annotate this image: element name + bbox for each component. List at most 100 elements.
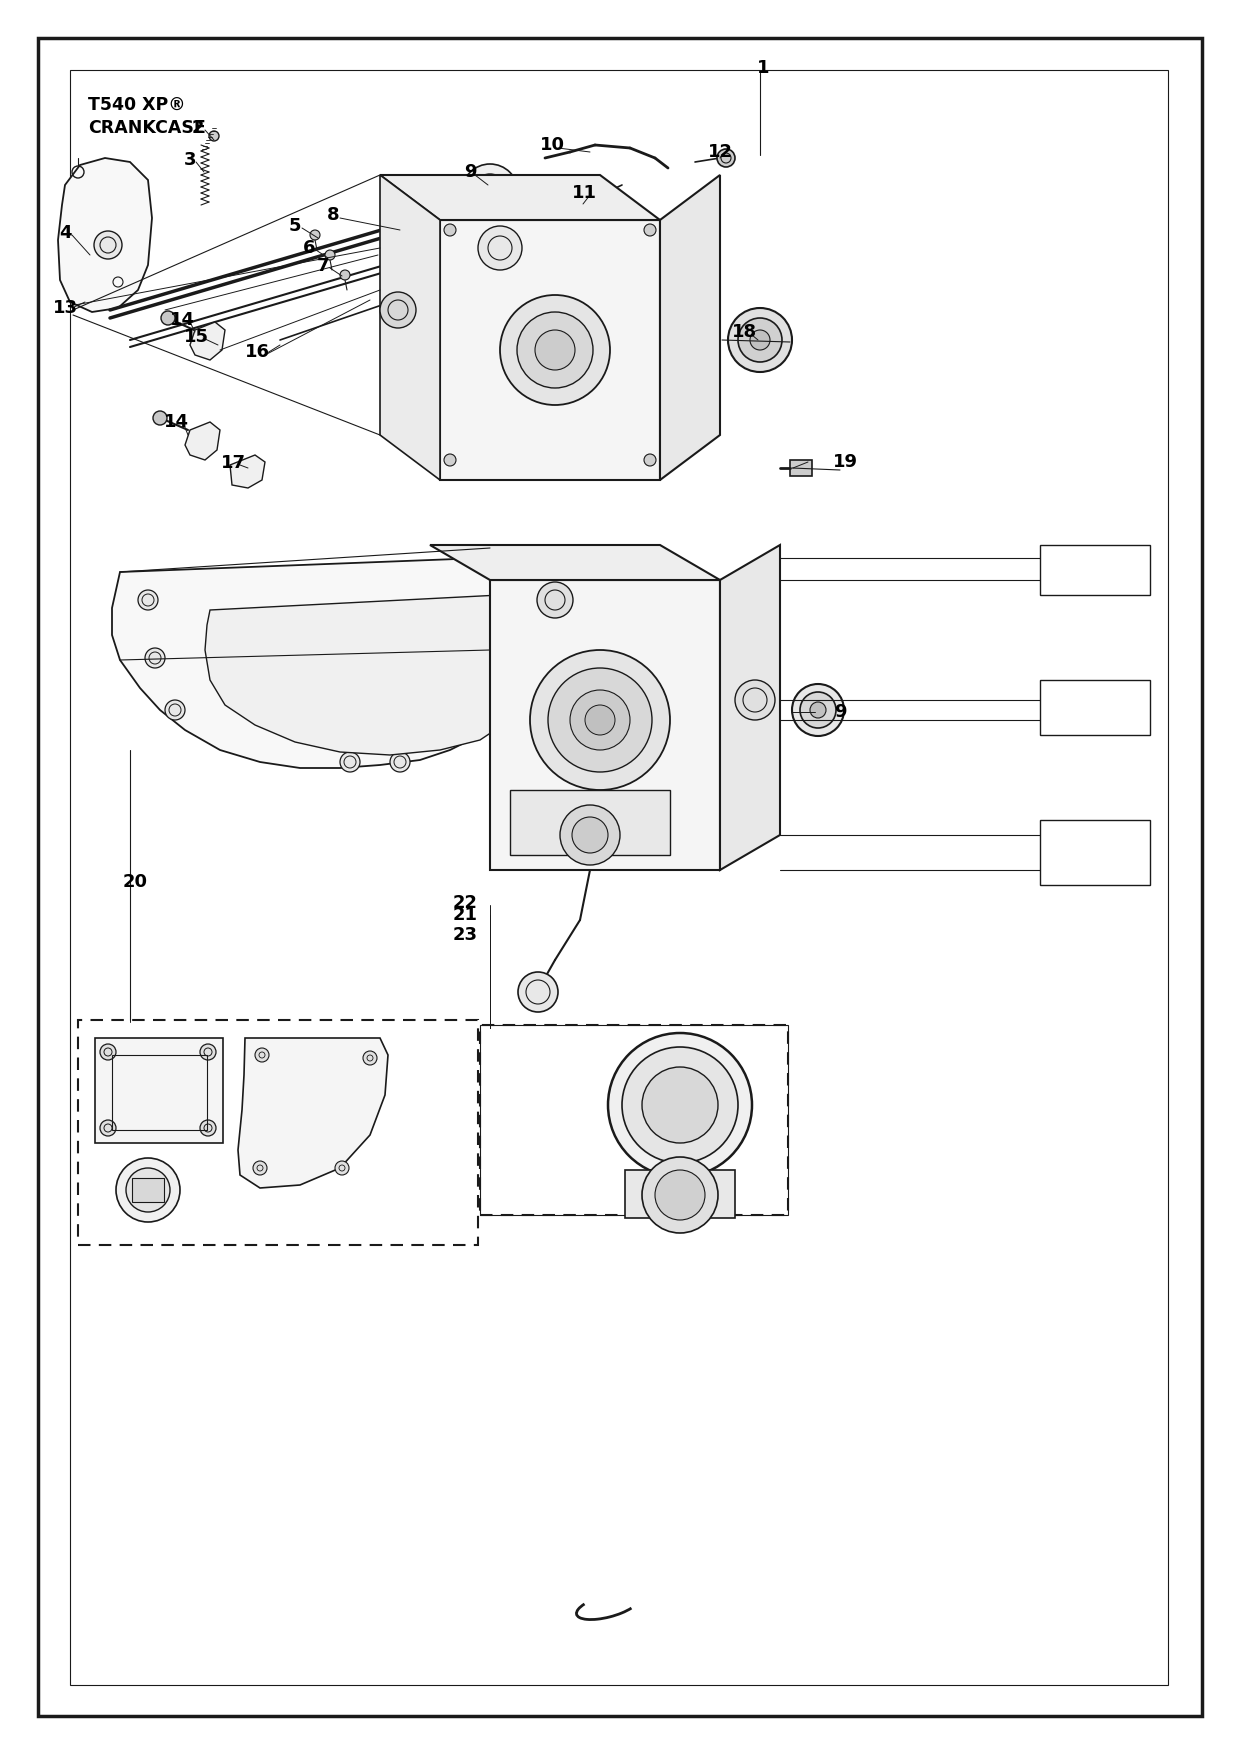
- Text: 8: 8: [326, 205, 340, 225]
- Bar: [131, 1179, 164, 1201]
- Circle shape: [537, 582, 573, 617]
- Text: 4: 4: [58, 225, 71, 242]
- Circle shape: [325, 251, 335, 260]
- Text: 17: 17: [221, 454, 246, 472]
- Circle shape: [738, 317, 782, 361]
- Circle shape: [642, 1066, 718, 1144]
- Polygon shape: [185, 423, 219, 460]
- Text: 20: 20: [123, 873, 148, 891]
- Text: 19: 19: [832, 453, 858, 472]
- Polygon shape: [430, 545, 720, 581]
- Circle shape: [570, 689, 630, 751]
- Circle shape: [548, 668, 652, 772]
- Circle shape: [622, 1047, 738, 1163]
- Circle shape: [126, 1168, 170, 1212]
- Circle shape: [340, 752, 360, 772]
- Circle shape: [560, 805, 620, 865]
- Circle shape: [335, 1161, 348, 1175]
- Circle shape: [585, 705, 615, 735]
- Circle shape: [310, 230, 320, 240]
- Circle shape: [100, 1044, 117, 1059]
- Circle shape: [200, 1044, 216, 1059]
- Circle shape: [117, 1158, 180, 1223]
- Polygon shape: [58, 158, 153, 312]
- Circle shape: [735, 681, 775, 719]
- Bar: [1040, 821, 1149, 886]
- Text: 21: 21: [453, 907, 477, 924]
- Circle shape: [608, 1033, 751, 1177]
- Bar: [69, 70, 1168, 1686]
- Circle shape: [253, 1161, 267, 1175]
- Circle shape: [551, 600, 570, 619]
- Circle shape: [145, 647, 165, 668]
- Text: 23: 23: [453, 926, 477, 944]
- Text: 9: 9: [464, 163, 476, 181]
- Circle shape: [340, 270, 350, 281]
- Text: 7: 7: [316, 258, 330, 275]
- Bar: [112, 1054, 207, 1130]
- Text: 10: 10: [539, 137, 564, 154]
- Text: 2: 2: [192, 119, 205, 137]
- Bar: [625, 1170, 735, 1217]
- Polygon shape: [112, 554, 620, 768]
- Bar: [1040, 681, 1149, 735]
- Text: 5: 5: [289, 217, 301, 235]
- Text: 13: 13: [52, 298, 77, 317]
- Circle shape: [165, 700, 185, 719]
- Polygon shape: [720, 545, 780, 870]
- Text: 12: 12: [708, 144, 733, 161]
- Circle shape: [529, 560, 551, 581]
- Polygon shape: [490, 581, 720, 870]
- Circle shape: [379, 291, 415, 328]
- Polygon shape: [440, 219, 660, 481]
- Text: 6: 6: [303, 239, 315, 258]
- Circle shape: [472, 174, 508, 210]
- Circle shape: [518, 972, 558, 1012]
- Bar: [78, 1021, 477, 1245]
- Circle shape: [644, 454, 656, 467]
- Text: CRANKCASE: CRANKCASE: [88, 119, 206, 137]
- Text: T540 XP®: T540 XP®: [88, 96, 186, 114]
- Circle shape: [200, 1121, 216, 1137]
- Circle shape: [572, 817, 608, 852]
- Circle shape: [500, 295, 610, 405]
- Circle shape: [138, 589, 157, 610]
- Circle shape: [94, 232, 122, 260]
- Circle shape: [444, 454, 456, 467]
- Circle shape: [642, 1158, 718, 1233]
- Text: 9: 9: [833, 703, 846, 721]
- Circle shape: [655, 1170, 706, 1221]
- Text: 11: 11: [572, 184, 596, 202]
- Circle shape: [644, 225, 656, 237]
- Circle shape: [153, 410, 167, 424]
- Circle shape: [391, 752, 410, 772]
- Circle shape: [792, 684, 844, 737]
- Circle shape: [161, 310, 175, 324]
- Text: 18: 18: [733, 323, 758, 340]
- Circle shape: [750, 330, 770, 351]
- Bar: [95, 1038, 223, 1144]
- Circle shape: [577, 196, 590, 210]
- Circle shape: [517, 312, 593, 388]
- Text: 14: 14: [164, 412, 188, 431]
- Bar: [480, 1024, 787, 1216]
- Polygon shape: [379, 175, 660, 219]
- Text: 1: 1: [756, 60, 769, 77]
- Bar: [480, 1024, 787, 1216]
- Circle shape: [529, 651, 670, 789]
- Circle shape: [444, 225, 456, 237]
- Text: 22: 22: [453, 895, 477, 912]
- Circle shape: [534, 330, 575, 370]
- Text: 16: 16: [244, 344, 269, 361]
- Circle shape: [255, 1047, 269, 1061]
- Polygon shape: [238, 1038, 388, 1187]
- Circle shape: [477, 226, 522, 270]
- Polygon shape: [229, 454, 265, 488]
- Polygon shape: [379, 175, 440, 481]
- Text: 3: 3: [184, 151, 196, 168]
- Text: 15: 15: [184, 328, 208, 346]
- Bar: [790, 460, 812, 475]
- Polygon shape: [660, 175, 720, 481]
- Circle shape: [100, 1121, 117, 1137]
- Circle shape: [717, 149, 735, 167]
